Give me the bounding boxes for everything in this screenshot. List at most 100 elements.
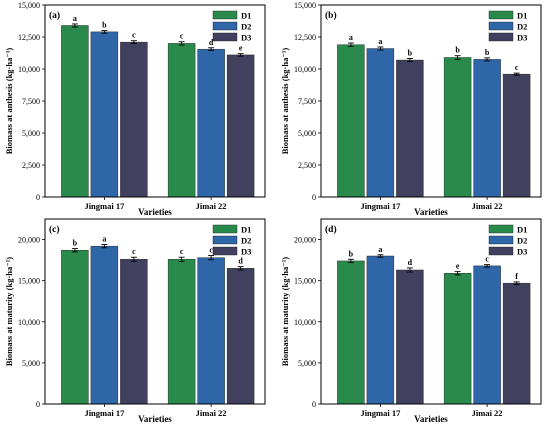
plot-frame bbox=[320, 4, 542, 198]
x-category-label: Jimai 22 bbox=[196, 201, 227, 211]
significance-letter: e bbox=[456, 262, 460, 271]
bar bbox=[502, 282, 531, 405]
plot-frame bbox=[320, 218, 542, 405]
y-tick-label: 2,500 bbox=[298, 161, 316, 170]
legend-label: D2 bbox=[241, 236, 251, 246]
bar bbox=[502, 73, 531, 198]
legend-label: D1 bbox=[241, 11, 251, 21]
y-tick-label: 7,500 bbox=[22, 97, 40, 106]
y-tick-label: 5,000 bbox=[298, 129, 316, 138]
y-tick-label: 0 bbox=[36, 193, 40, 202]
y-axis-title: Biomass at anthesis (kg·ha⁻¹) bbox=[4, 48, 14, 155]
significance-letter: f bbox=[515, 272, 518, 281]
legend-label: D3 bbox=[517, 247, 527, 257]
y-axis-title: Biomass at maturity (kg·ha⁻¹) bbox=[4, 257, 14, 366]
y-tick-label: 20,000 bbox=[294, 236, 316, 245]
legend-label: D1 bbox=[517, 11, 527, 21]
bar bbox=[443, 273, 472, 405]
y-tick-label: 0 bbox=[312, 400, 316, 409]
plot-frame bbox=[44, 218, 266, 405]
y-tick-label: 12,500 bbox=[18, 33, 40, 42]
significance-letter: b bbox=[455, 46, 460, 55]
legend-label: D1 bbox=[517, 225, 527, 235]
x-category-label: Jingmai 17 bbox=[84, 201, 125, 211]
panel-label: (a) bbox=[49, 10, 60, 21]
bar bbox=[396, 269, 424, 405]
significance-letter: c bbox=[180, 247, 184, 256]
significance-letter: c bbox=[132, 31, 136, 40]
y-axis-title: Biomass at anthesis (kg·ha⁻¹) bbox=[280, 48, 290, 155]
legend-swatch bbox=[488, 21, 514, 31]
bar bbox=[226, 268, 255, 405]
y-tick-label: 0 bbox=[36, 400, 40, 409]
bar bbox=[226, 54, 255, 198]
significance-letter: d bbox=[238, 257, 243, 266]
panel-label: (b) bbox=[325, 10, 337, 21]
chart-panel-b: 0 2,500 5,000 7,500 10,000 12,500 15,000 a a b Jin… bbox=[280, 1, 542, 217]
significance-letter: b bbox=[349, 249, 354, 258]
legend-swatch bbox=[212, 235, 238, 245]
y-tick-label: 15,000 bbox=[18, 1, 40, 10]
y-tick-label: 15,000 bbox=[294, 277, 316, 286]
significance-letter: b bbox=[408, 49, 413, 58]
x-category-label: Jingmai 17 bbox=[360, 201, 401, 211]
chart-panel-a: 0 2,500 5,000 7,500 10,000 12,500 15,000 a b c Jin… bbox=[4, 1, 266, 217]
y-tick-label: 15,000 bbox=[18, 277, 40, 286]
significance-letter: e bbox=[239, 44, 243, 53]
y-tick-label: 10,000 bbox=[18, 65, 40, 74]
legend-label: D2 bbox=[517, 236, 527, 246]
significance-letter: d bbox=[408, 258, 413, 267]
significance-letter: a bbox=[378, 245, 382, 254]
bar bbox=[120, 259, 148, 405]
significance-letter: a bbox=[102, 234, 106, 243]
bar bbox=[90, 245, 119, 405]
x-category-label: Jimai 22 bbox=[472, 201, 503, 211]
y-tick-label: 15,000 bbox=[294, 1, 316, 10]
plot-frame bbox=[44, 4, 266, 198]
bar bbox=[337, 260, 365, 405]
bar bbox=[197, 257, 225, 405]
y-tick-label: 12,500 bbox=[294, 33, 316, 42]
y-tick-label: 5,000 bbox=[22, 359, 40, 368]
legend-swatch bbox=[212, 224, 238, 234]
bar bbox=[337, 44, 365, 198]
legend-label: D2 bbox=[517, 22, 527, 32]
legend-label: D3 bbox=[241, 33, 251, 43]
significance-letter: b bbox=[73, 239, 78, 248]
y-tick-label: 10,000 bbox=[294, 318, 316, 327]
bar bbox=[396, 59, 424, 198]
y-tick-label: 2,500 bbox=[22, 161, 40, 170]
legend-swatch bbox=[488, 235, 514, 245]
significance-letter: b bbox=[102, 21, 107, 30]
significance-letter: c bbox=[485, 255, 489, 264]
y-tick-label: 10,000 bbox=[294, 65, 316, 74]
panel-label: (d) bbox=[325, 224, 337, 235]
bar bbox=[167, 43, 196, 198]
significance-letter: c bbox=[180, 32, 184, 41]
x-axis-title: Varieties bbox=[138, 414, 172, 424]
bar bbox=[366, 255, 395, 405]
bar bbox=[61, 250, 89, 405]
legend-swatch bbox=[488, 32, 514, 42]
bar bbox=[473, 59, 501, 198]
legend-swatch bbox=[212, 32, 238, 42]
legend-label: D3 bbox=[517, 33, 527, 43]
y-tick-label: 10,000 bbox=[18, 318, 40, 327]
y-tick-label: 7,500 bbox=[298, 97, 316, 106]
x-axis-title: Varieties bbox=[414, 414, 448, 424]
legend-swatch bbox=[212, 10, 238, 20]
panel-label: (c) bbox=[49, 224, 60, 235]
x-category-label: Jimai 22 bbox=[196, 408, 227, 418]
y-axis-title: Biomass at maturity (kg·ha⁻¹) bbox=[280, 257, 290, 366]
legend-swatch bbox=[488, 10, 514, 20]
significance-letter: d bbox=[209, 38, 214, 47]
x-category-label: Jimai 22 bbox=[472, 408, 503, 418]
significance-letter: a bbox=[349, 33, 353, 42]
x-category-label: Jingmai 17 bbox=[84, 408, 125, 418]
significance-letter: c bbox=[132, 247, 136, 256]
x-axis-title: Varieties bbox=[138, 207, 172, 217]
bar bbox=[443, 57, 472, 198]
x-axis-title: Varieties bbox=[414, 207, 448, 217]
chart-panel-d: 0 5,000 10,000 15,000 20,000 b a d Jingmai 17 e c f… bbox=[280, 218, 542, 424]
